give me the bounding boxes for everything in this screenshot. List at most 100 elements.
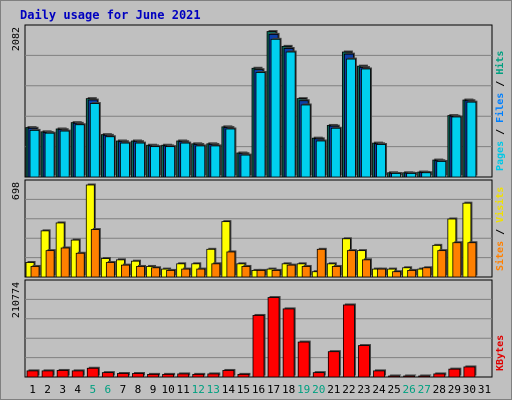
bar-kbytes-day-1: [26, 370, 39, 378]
x-tick-label: 5: [89, 383, 96, 396]
bar-sites-day-29: [452, 242, 462, 278]
legend-part: /: [495, 75, 506, 93]
bar-sites-day-19: [301, 266, 311, 278]
bar-kbytes-day-29: [448, 368, 461, 378]
ymax-label-visits-sites: 698: [11, 182, 22, 200]
bar-kbytes-day-4: [71, 370, 84, 378]
x-tick-label: 11: [177, 383, 190, 396]
x-tick-label: 8: [135, 383, 142, 396]
bar-kbytes-day-23: [358, 345, 370, 378]
bar-sites-day-27: [422, 267, 432, 278]
x-tick-label: 26: [403, 383, 416, 396]
bar-kbytes-day-12: [192, 373, 205, 378]
x-tick-label: 6: [105, 383, 112, 396]
bar-kbytes-day-8: [132, 373, 144, 378]
ymax-label-kbytes: 210774: [11, 282, 22, 318]
bar-kbytes-day-25: [388, 375, 400, 378]
legend-part: KBytes: [495, 335, 506, 371]
bar-pages-day-25: [391, 173, 401, 178]
bar-kbytes-day-6: [101, 372, 114, 378]
bar-sites-day-22: [346, 250, 356, 278]
bar-pages-day-13: [210, 145, 221, 178]
bar-kbytes-day-5: [86, 367, 99, 378]
bar-sites-day-11: [181, 268, 191, 278]
bar-pages-day-29: [451, 116, 462, 178]
bar-kbytes-day-18: [282, 308, 295, 378]
ymax-label-hits-files-pages: 2082: [11, 27, 22, 51]
bar-kbytes-day-19: [297, 341, 310, 378]
x-tick-label: 21: [327, 383, 340, 396]
bar-pages-day-3: [59, 130, 70, 178]
legend-part: Pages: [495, 141, 506, 171]
bar-pages-day-27: [421, 172, 432, 178]
bar-pages-day-28: [436, 161, 447, 178]
x-tick-label: 31: [478, 383, 491, 396]
x-tick-label: 19: [297, 383, 310, 396]
bar-kbytes-day-13: [207, 373, 220, 378]
bar-pages-day-8: [135, 142, 145, 178]
x-tick-label: 14: [222, 383, 236, 396]
bar-sites-day-30: [467, 242, 477, 278]
bar-sites-day-26: [407, 270, 417, 278]
x-tick-label: 3: [59, 383, 66, 396]
x-tick-label: 25: [387, 383, 400, 396]
x-tick-label: 4: [74, 383, 81, 396]
bar-pages-day-4: [74, 124, 85, 178]
legend-part: /: [495, 123, 506, 141]
bar-kbytes-day-15: [237, 373, 250, 378]
bar-shadow: [405, 374, 417, 376]
bar-pages-day-20: [315, 140, 326, 178]
x-tick-label: 18: [282, 383, 295, 396]
bar-kbytes-day-30: [463, 366, 476, 378]
bar-kbytes-day-11: [177, 373, 190, 378]
bar-sites-day-23: [362, 259, 371, 278]
x-tick-label: 2: [44, 383, 51, 396]
bar-sites-day-18: [286, 264, 296, 278]
bar-pages-day-9: [150, 146, 160, 178]
bar-kbytes-day-9: [147, 373, 159, 378]
bar-sites-day-2: [45, 250, 55, 278]
legend-part: Sites: [494, 241, 506, 271]
x-tick-label: 28: [433, 383, 446, 396]
bar-kbytes-day-10: [162, 373, 175, 378]
bar-pages-day-14: [225, 128, 236, 178]
bar-kbytes-day-14: [222, 370, 235, 378]
x-tick-label: 29: [448, 383, 461, 396]
x-tick-label: 7: [120, 383, 127, 396]
bar-sites-day-12: [196, 268, 206, 278]
bar-kbytes-day-21: [327, 351, 340, 378]
bar-sites-day-10: [166, 270, 176, 278]
bar-pages-day-22: [345, 58, 356, 178]
legend-part: Visits: [494, 187, 506, 223]
x-tick-label: 15: [237, 383, 250, 396]
x-tick-label: 27: [418, 383, 431, 396]
bar-pages-day-11: [180, 142, 191, 178]
bar-sites-day-28: [437, 250, 447, 278]
bar-visits-day-30: [462, 202, 472, 278]
x-tick-label: 23: [357, 383, 370, 396]
x-tick-label: 22: [342, 383, 355, 396]
bar-sites-day-4: [75, 252, 85, 278]
bar-sites-day-9: [151, 267, 160, 278]
bar-pages-day-10: [165, 146, 176, 178]
bar-sites-day-1: [30, 266, 40, 278]
x-tick-label: 10: [161, 383, 174, 396]
bar-pages-day-17: [270, 38, 281, 178]
bar-sites-day-13: [211, 263, 221, 278]
x-tick-label: 16: [252, 383, 265, 396]
bar-kbytes-day-16: [252, 315, 265, 378]
bar-pages-day-21: [330, 127, 341, 178]
x-tick-label: 24: [372, 383, 386, 396]
bar-sites-day-20: [316, 248, 326, 278]
bar-kbytes-day-17: [267, 297, 280, 378]
bar-pages-day-15: [240, 154, 251, 178]
bar-kbytes-day-28: [433, 373, 446, 378]
legend-part: Files: [494, 93, 506, 123]
bar-sites-day-15: [241, 266, 251, 278]
bar-pages-day-19: [300, 104, 311, 178]
bar-pages-day-5: [89, 103, 100, 178]
bar-pages-day-7: [120, 142, 130, 178]
legend-label-visits-sites: Sites / Visits: [494, 187, 506, 271]
